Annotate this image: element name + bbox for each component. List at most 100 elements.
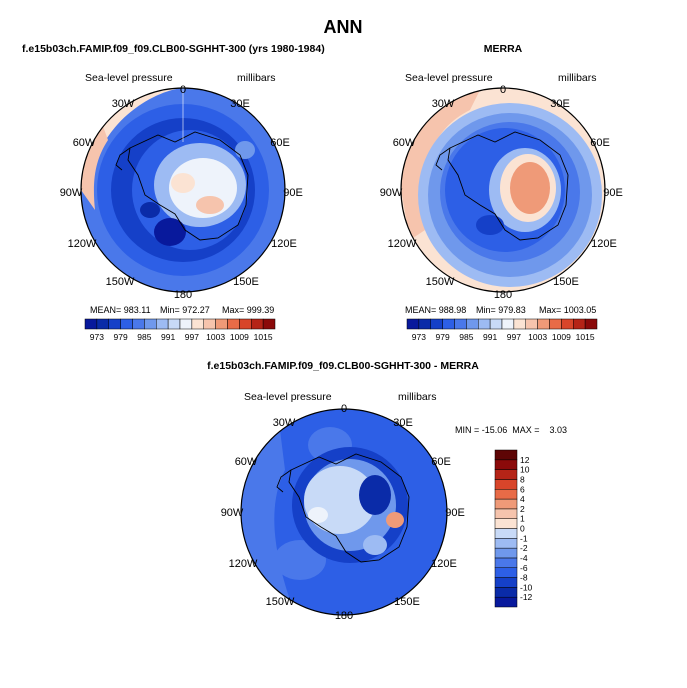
colorbar-swatch (489, 318, 503, 330)
colorbar-swatch (454, 318, 467, 330)
colorbar-swatch (494, 518, 518, 529)
colorbar-swatch (494, 547, 518, 559)
lon-label-0: 0 (180, 84, 186, 96)
lon-label-90w: 90W (380, 187, 403, 199)
lon-label-150w: 150W (266, 596, 295, 608)
colorbar-tick-label: -12 (520, 592, 533, 602)
panel-diff: f.e15b03ch.FAMIP.f09_f09.CLB00-SGHHT-300… (207, 360, 567, 622)
lon-label-30w: 30W (112, 98, 135, 110)
colorbar-tick-label: 1009 (230, 332, 249, 342)
colorbar-swatch (203, 318, 216, 330)
lon-label-90e: 90E (603, 187, 623, 199)
colorbar-tick-label: 991 (483, 332, 497, 342)
colorbar-swatch (406, 318, 420, 330)
colorbar-tick-label: 997 (507, 332, 521, 342)
colorbar-tick-label: 10 (520, 465, 530, 475)
colorbar-swatch (494, 449, 518, 461)
stat-min: Min= 972.27 (160, 305, 210, 315)
lon-label-60e: 60E (590, 137, 610, 149)
lon-label-90e: 90E (445, 507, 465, 519)
colorbar-swatch (494, 479, 518, 490)
colorbar-tick-label: 1003 (206, 332, 225, 342)
lon-label-90e: 90E (283, 187, 303, 199)
colorbar-swatch (494, 567, 518, 578)
colorbar-swatch (494, 577, 518, 588)
colorbar-swatch (156, 318, 169, 330)
colorbar-swatch (494, 587, 518, 598)
panel-merra-variable: Sea-level pressure (405, 72, 493, 84)
colorbar-tick-label: 8 (520, 474, 525, 484)
stat-min: Min= 979.83 (476, 305, 526, 315)
lon-label-60w: 60W (73, 137, 96, 149)
lon-label-120e: 120E (431, 558, 457, 570)
lon-label-30e: 30E (230, 98, 250, 110)
colorbar-swatch (442, 318, 455, 330)
stat-max: Max= 1003.05 (539, 305, 596, 315)
colorbar-tick-label: 991 (161, 332, 175, 342)
colorbar-tick-label: 979 (114, 332, 128, 342)
colorbar-merra: 973 979 985 991 997 1003 1009 1015 (406, 318, 598, 342)
panel-diff-variable: Sea-level pressure (244, 391, 332, 403)
lon-label-90w: 90W (60, 187, 83, 199)
lon-label-0: 0 (341, 403, 347, 415)
lon-label-120e: 120E (591, 238, 617, 250)
colorbar-swatch (120, 318, 133, 330)
colorbar-swatch (494, 498, 518, 510)
colorbar-swatch (167, 318, 181, 330)
colorbar-tick-label: -6 (520, 563, 528, 573)
colorbar-swatch (584, 318, 598, 330)
panel-merra-units: millibars (558, 72, 597, 84)
lon-label-30e: 30E (393, 417, 413, 429)
stat-max: Max= 999.39 (222, 305, 274, 315)
colorbar-swatch (501, 318, 515, 330)
colorbar-swatch (239, 318, 252, 330)
colorbar-swatch (144, 318, 157, 330)
colorbar-tick-label: 4 (520, 494, 525, 504)
lon-label-150e: 150E (394, 596, 420, 608)
lon-label-30w: 30W (432, 98, 455, 110)
panel-diff-stats: MIN = -15.06 MAX = 3.03 (455, 425, 567, 435)
colorbar-swatch (262, 318, 276, 330)
panel-model-title: f.e15b03ch.FAMIP.f09_f09.CLB00-SGHHT-300… (22, 43, 325, 55)
lon-label-60w: 60W (393, 137, 416, 149)
lon-label-60e: 60E (431, 456, 451, 468)
lon-label-60w: 60W (235, 456, 258, 468)
colorbar-swatch (494, 489, 518, 500)
panel-model-map (81, 88, 285, 292)
lon-label-90w: 90W (221, 507, 244, 519)
colorbar-swatch (84, 318, 98, 330)
page-title: ANN (324, 17, 363, 37)
colorbar-tick-label: -2 (520, 543, 528, 553)
colorbar-tick-label: 2 (520, 504, 525, 514)
colorbar-swatch (466, 318, 479, 330)
panel-merra: MERRA Sea-level pressure millibars 0 30E… (380, 43, 623, 342)
lon-label-120w: 120W (388, 238, 417, 250)
colorbar-swatch (561, 318, 574, 330)
colorbar-swatch (430, 318, 443, 330)
colorbar-swatch (215, 318, 228, 330)
stat-mean: MEAN= 988.98 (405, 305, 466, 315)
colorbar-tick-label: 0 (520, 524, 525, 534)
colorbar-swatch (132, 318, 145, 330)
colorbar-tick-label: 1009 (552, 332, 571, 342)
lon-label-180: 180 (494, 289, 512, 301)
panel-model-units: millibars (237, 72, 276, 84)
colorbar-swatch (494, 557, 518, 568)
colorbar-swatch (494, 508, 518, 519)
colorbar-model: 973 979 985 991 997 1003 1009 1015 (84, 318, 276, 342)
colorbar-tick-label: -1 (520, 533, 528, 543)
colorbar-tick-label: 973 (412, 332, 426, 342)
colorbar-tick-label: 1003 (528, 332, 547, 342)
colorbar-tick-label: 1 (520, 514, 525, 524)
lon-label-0: 0 (500, 84, 506, 96)
colorbar-tick-label: -10 (520, 582, 533, 592)
colorbar-tick-label: 985 (137, 332, 151, 342)
panel-model: f.e15b03ch.FAMIP.f09_f09.CLB00-SGHHT-300… (22, 43, 325, 342)
colorbar-tick-label: 985 (459, 332, 473, 342)
colorbar-swatch (494, 459, 518, 470)
colorbar-swatch (179, 318, 193, 330)
colorbar-swatch (191, 318, 204, 330)
colorbar-swatch (418, 318, 431, 330)
